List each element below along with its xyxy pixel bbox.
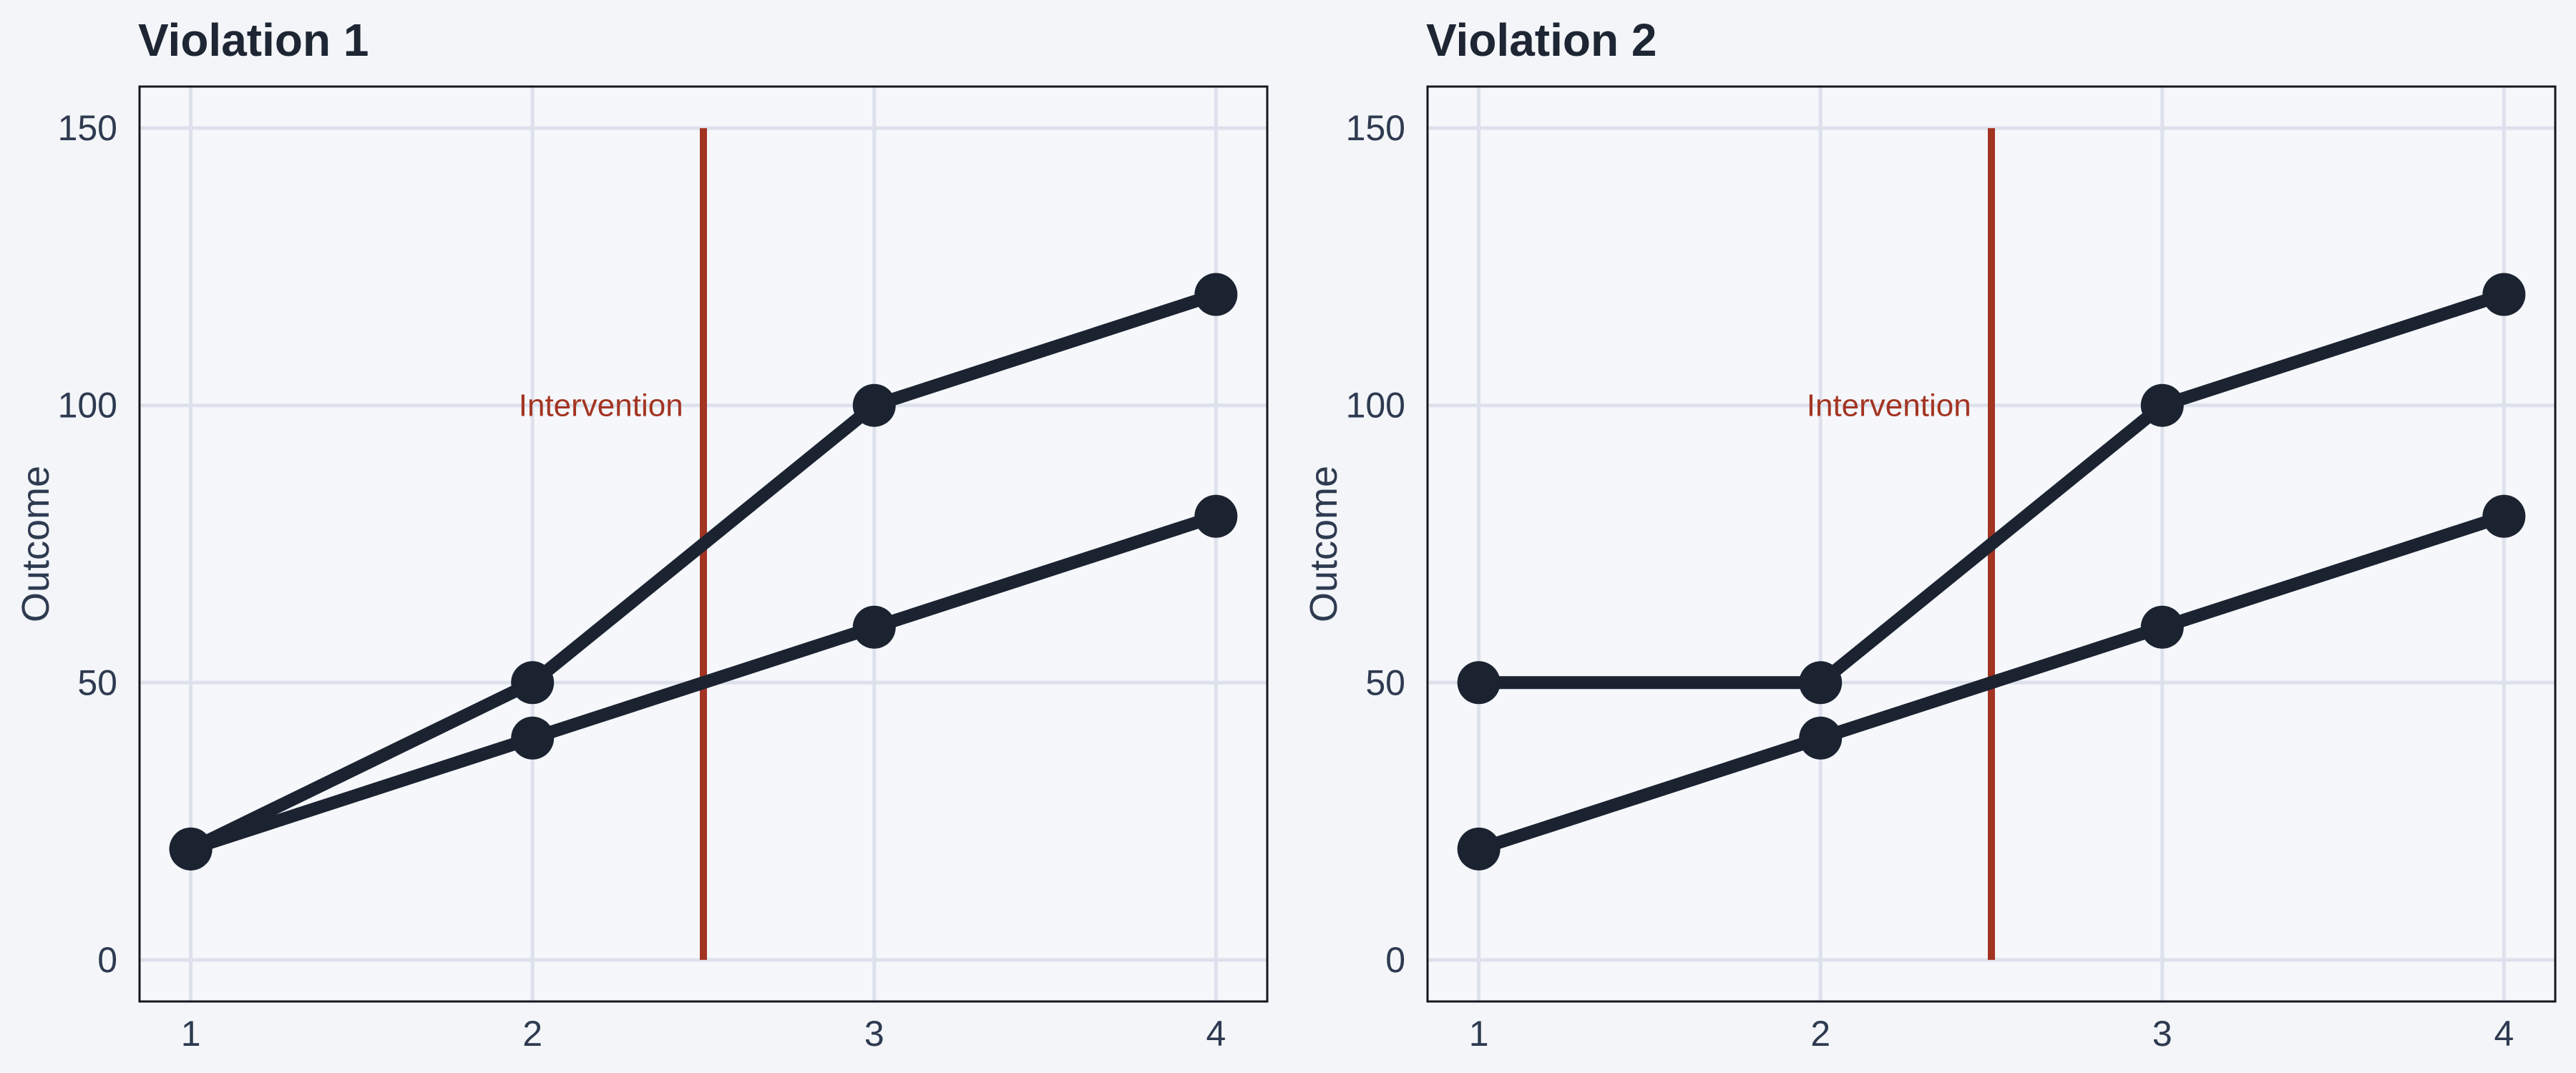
data-point <box>2140 383 2184 427</box>
series-line-1 <box>1478 288 2507 690</box>
intervention-label: Intervention <box>1807 388 1971 423</box>
data-point <box>1194 273 1238 316</box>
y-axis-tick-label: 50 <box>77 662 117 702</box>
data-point <box>852 383 896 427</box>
series-line-2 <box>1476 510 2507 856</box>
y-axis-title: Outcome <box>1302 466 1345 622</box>
chart-panel-1: Intervention Violation 1 0 50 100 150 1 2 3 4 Outc… <box>14 14 1269 1054</box>
y-axis-tick-label: 100 <box>58 386 117 426</box>
data-point <box>1194 494 1238 538</box>
y-axis-tick-label: 50 <box>1365 662 1405 702</box>
data-point <box>169 827 213 871</box>
series-line-2 <box>188 510 1219 856</box>
x-axis-tick-label: 2 <box>522 1014 542 1054</box>
data-point <box>1457 661 1501 705</box>
data-point <box>852 605 896 649</box>
x-axis-tick-label: 1 <box>1469 1014 1489 1054</box>
panel-border <box>138 85 1269 1003</box>
data-point <box>1799 716 1843 760</box>
y-axis-tick-label: 150 <box>1346 108 1405 148</box>
y-axis-tick-label: 150 <box>58 108 117 148</box>
data-point <box>2482 494 2526 538</box>
y-axis-title: Outcome <box>14 466 57 622</box>
y-axis-tick-label: 0 <box>1385 940 1405 980</box>
chart-title: Violation 2 <box>1426 14 1657 66</box>
y-axis-tick-label: 0 <box>97 940 117 980</box>
x-axis-tick-label: 4 <box>1206 1014 1226 1054</box>
data-point <box>1799 661 1843 705</box>
data-point <box>511 661 555 705</box>
series-line-1 <box>187 288 1219 855</box>
x-axis-tick-label: 3 <box>2152 1014 2172 1054</box>
intervention-label: Intervention <box>519 388 683 423</box>
x-axis-tick-label: 4 <box>2494 1014 2514 1054</box>
x-axis-tick-label: 1 <box>181 1014 201 1054</box>
x-axis-tick-label: 3 <box>864 1014 884 1054</box>
x-axis-tick-label: 2 <box>1810 1014 1830 1054</box>
chart-panel-2: Intervention Violation 2 0 50 100 150 1 2 3 4 Outc… <box>1302 14 2557 1054</box>
y-axis-tick-label: 100 <box>1346 386 1405 426</box>
data-point <box>1457 827 1501 871</box>
data-point <box>2140 605 2184 649</box>
data-point <box>511 716 555 760</box>
data-point <box>2482 273 2526 316</box>
panel-border <box>1426 85 2557 1003</box>
chart-title: Violation 1 <box>138 14 369 66</box>
